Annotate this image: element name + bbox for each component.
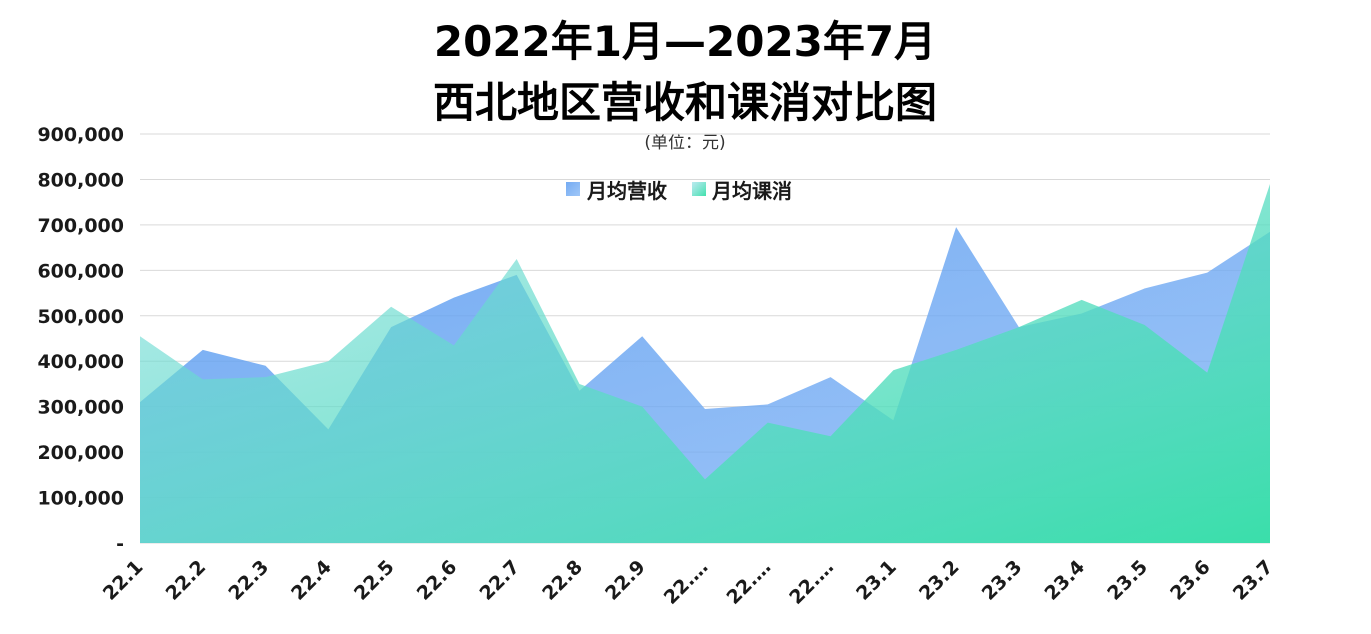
y-tick-label: - [116,533,124,555]
chart-title-line1: 2022年1月—2023年7月 [434,17,936,66]
legend-swatch-revenue [566,182,580,196]
x-tick-label: 22.8 [538,556,587,605]
x-axis: 22.1 22.2 22.3 22.4 22.5 22.6 22.7 22.8 22.9 22.…… [99,556,1278,609]
legend: 月均营收 月均课消 [566,179,792,203]
x-tick-label: 22.3 [224,556,273,605]
legend-swatch-consumption [692,182,706,196]
x-tick-label: 23.3 [978,556,1027,605]
chart-title-line2: 西北地区营收和课消对比图 [433,78,937,127]
x-tick-label: 22.2 [162,556,211,605]
x-tick-label: 23.4 [1040,556,1089,605]
x-tick-label: 22.… [660,556,713,609]
y-tick-label: 800,000 [37,169,124,191]
y-tick-label: 200,000 [37,442,124,464]
x-tick-label: 22.4 [287,556,336,605]
x-tick-label: 22.9 [601,556,650,605]
x-tick-label: 23.2 [915,556,964,605]
series-areas [140,183,1270,543]
x-tick-label: 23.7 [1229,556,1278,605]
legend-label-revenue: 月均营收 [586,179,667,203]
area-series-consumption [140,183,1270,543]
y-tick-label: 600,000 [37,260,124,282]
unit-label: (单位：元) [644,133,725,153]
x-tick-label: 22.5 [350,556,399,605]
x-tick-label: 22.… [723,556,776,609]
y-tick-label: 300,000 [37,397,124,419]
y-axis: - 100,000 200,000 300,000 400,000 500,000 600,… [37,124,124,555]
y-tick-label: 100,000 [37,488,124,510]
y-tick-label: 900,000 [37,124,124,146]
x-tick-label: 22.… [785,556,838,609]
y-tick-label: 400,000 [37,351,124,373]
x-tick-label: 23.6 [1166,556,1215,605]
x-tick-label: 23.5 [1103,556,1152,605]
x-tick-label: 22.6 [413,556,462,605]
x-tick-label: 22.7 [475,556,524,605]
y-tick-label: 500,000 [37,306,124,328]
y-tick-label: 700,000 [37,215,124,237]
x-tick-label: 23.1 [852,556,901,605]
legend-label-consumption: 月均课消 [711,179,792,203]
x-tick-label: 22.1 [99,556,148,605]
